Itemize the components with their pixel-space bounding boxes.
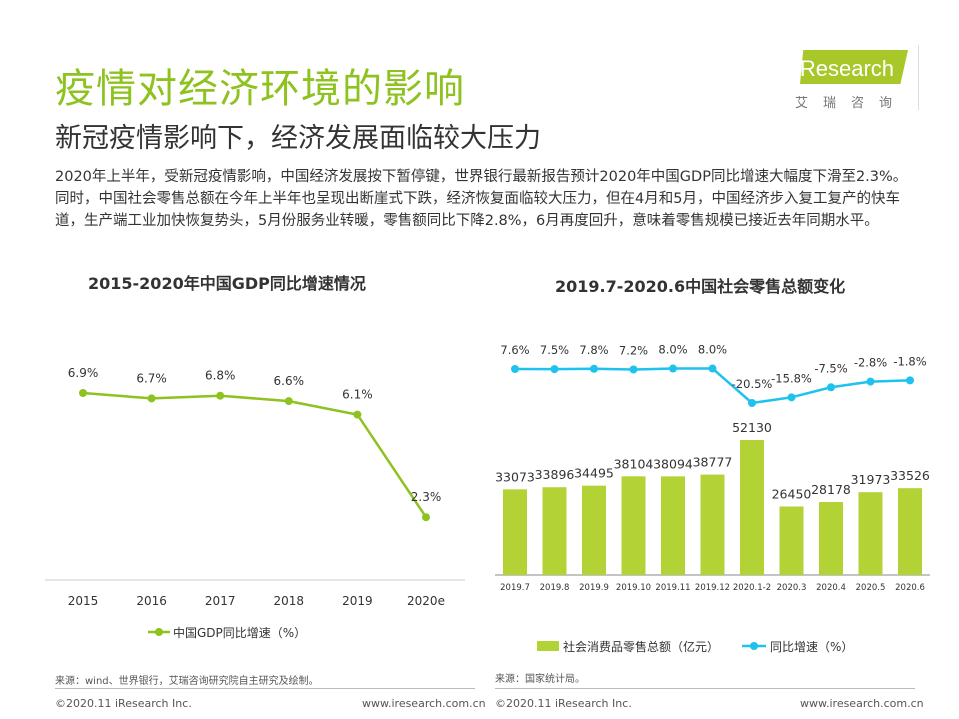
logo-text: iResearch <box>795 56 895 81</box>
retail-x-tick: 2019.8 <box>540 583 570 593</box>
gdp-legend-marker <box>155 628 163 636</box>
retail-legend-swatch <box>537 641 559 651</box>
gdp-point <box>284 397 293 406</box>
logo-background <box>800 50 908 84</box>
gdp-x-tick: 2015 <box>68 594 99 608</box>
logo-cn: 艾瑞咨询 <box>795 96 908 111</box>
logo-divider <box>918 45 919 110</box>
retail-bar-label: 34495 <box>574 466 614 481</box>
retail-x-tick: 2020.3 <box>777 583 807 593</box>
retail-legend-label: 社会消费品零售总额（亿元） <box>563 639 719 654</box>
retail-x-tick: 2019.9 <box>579 583 609 593</box>
growth-data-label: -15.8% <box>771 371 812 385</box>
gdp-data-label: 6.8% <box>205 369 236 383</box>
retail-bar-label: 38777 <box>693 455 733 470</box>
gdp-data-label: 6.6% <box>274 374 305 388</box>
growth-point <box>787 393 796 402</box>
retail-bar <box>819 502 843 575</box>
right-footer-divider <box>495 688 915 689</box>
growth-legend-marker <box>750 642 758 650</box>
retail-bar-label: 33526 <box>890 468 930 483</box>
gdp-x-tick: 2018 <box>274 594 305 608</box>
summary-paragraph: 2020年上半年，受新冠疫情影响，中国经济发展按下暂停键，世界银行最新报告预计2… <box>55 169 908 229</box>
retail-bar-label: 33896 <box>535 467 575 482</box>
left-footer-divider <box>55 688 475 689</box>
gdp-point <box>216 391 225 400</box>
retail-bar-label: 26450 <box>772 487 812 502</box>
growth-data-label: -20.5% <box>732 377 773 391</box>
page-subtitle: 新冠疫情影响下，经济发展面临较大压力 <box>55 123 541 154</box>
growth-data-label: 7.8% <box>579 343 608 357</box>
retail-bar <box>661 476 685 575</box>
growth-point <box>629 365 638 374</box>
retail-x-tick: 2020.1-2 <box>733 583 771 593</box>
retail-bar <box>740 440 764 575</box>
retail-bar-label: 38104 <box>614 456 654 471</box>
growth-data-label: -2.8% <box>854 356 887 370</box>
gdp-x-tick: 2016 <box>136 594 167 608</box>
retail-bar <box>621 476 646 575</box>
growth-point <box>748 399 756 408</box>
right-site: www.iresearch.com.cn <box>800 697 924 710</box>
right-source: 来源：国家统计局。 <box>495 674 585 685</box>
gdp-x-tick: 2019 <box>342 594 373 608</box>
retail-x-tick: 2020.4 <box>816 583 846 593</box>
growth-point <box>866 377 875 386</box>
gdp-point <box>147 394 156 403</box>
growth-line <box>514 367 911 405</box>
left-copyright: ©2020.11 iResearch Inc. <box>55 697 192 710</box>
retail-bar-label: 38094 <box>653 456 693 471</box>
retail-x-tick: 2020.6 <box>895 583 925 593</box>
growth-data-label: -7.5% <box>814 361 847 375</box>
gdp-line <box>82 391 428 518</box>
gdp-point <box>79 389 87 397</box>
retail-bar <box>779 506 804 575</box>
retail-x-tick: 2020.5 <box>856 583 886 593</box>
gdp-legend-label: 中国GDP同比增速（%） <box>173 625 306 640</box>
growth-point <box>827 383 835 392</box>
right-copyright: ©2020.11 iResearch Inc. <box>495 697 632 710</box>
gdp-data-label: 6.9% <box>68 366 99 380</box>
growth-data-label: 8.0% <box>658 343 687 357</box>
retail-x-tick: 2019.12 <box>695 583 730 593</box>
growth-point <box>906 376 914 385</box>
growth-data-label: 7.6% <box>500 343 529 357</box>
left-site: www.iresearch.com.cn <box>362 697 486 710</box>
page-title: 疫情对经济环境的影响 <box>55 66 465 112</box>
gdp-data-label: 6.1% <box>342 388 373 402</box>
retail-bar <box>503 489 527 575</box>
growth-data-label: 7.5% <box>540 343 569 357</box>
retail-bar-label: 33073 <box>495 469 535 484</box>
growth-data-label: 8.0% <box>698 343 727 357</box>
retail-bar <box>858 492 883 575</box>
gdp-point <box>422 513 430 522</box>
gdp-chart-title: 2015-2020年中国GDP同比增速情况 <box>88 274 366 293</box>
retail-bar <box>898 488 922 575</box>
growth-point <box>708 364 717 373</box>
gdp-point <box>353 410 362 419</box>
gdp-data-label: 2.3% <box>411 490 442 504</box>
growth-data-label: -1.8% <box>893 354 926 368</box>
retail-bar <box>582 485 606 575</box>
growth-point <box>669 364 677 373</box>
growth-point <box>511 365 519 373</box>
left-source: 来源：wind、世界银行，艾瑞咨询研究院自主研究及绘制。 <box>55 676 319 687</box>
retail-x-tick: 2019.11 <box>655 583 690 593</box>
retail-chart-title: 2019.7-2020.6中国社会零售总额变化 <box>555 277 846 296</box>
retail-bar-label: 52130 <box>732 420 772 435</box>
retail-x-tick: 2019.7 <box>500 583 530 593</box>
growth-point <box>550 365 559 374</box>
growth-data-label: 7.2% <box>619 343 648 357</box>
retail-bar <box>542 487 567 575</box>
gdp-x-tick: 2020e <box>407 594 445 608</box>
growth-point <box>590 364 598 373</box>
growth-legend-label: 同比增速（%） <box>770 640 853 654</box>
retail-x-tick: 2019.10 <box>616 583 651 593</box>
retail-bar-label: 31973 <box>851 472 891 487</box>
gdp-x-tick: 2017 <box>205 594 236 608</box>
retail-bar-label: 28178 <box>811 482 851 497</box>
retail-bar <box>700 474 725 575</box>
gdp-data-label: 6.7% <box>136 371 167 385</box>
